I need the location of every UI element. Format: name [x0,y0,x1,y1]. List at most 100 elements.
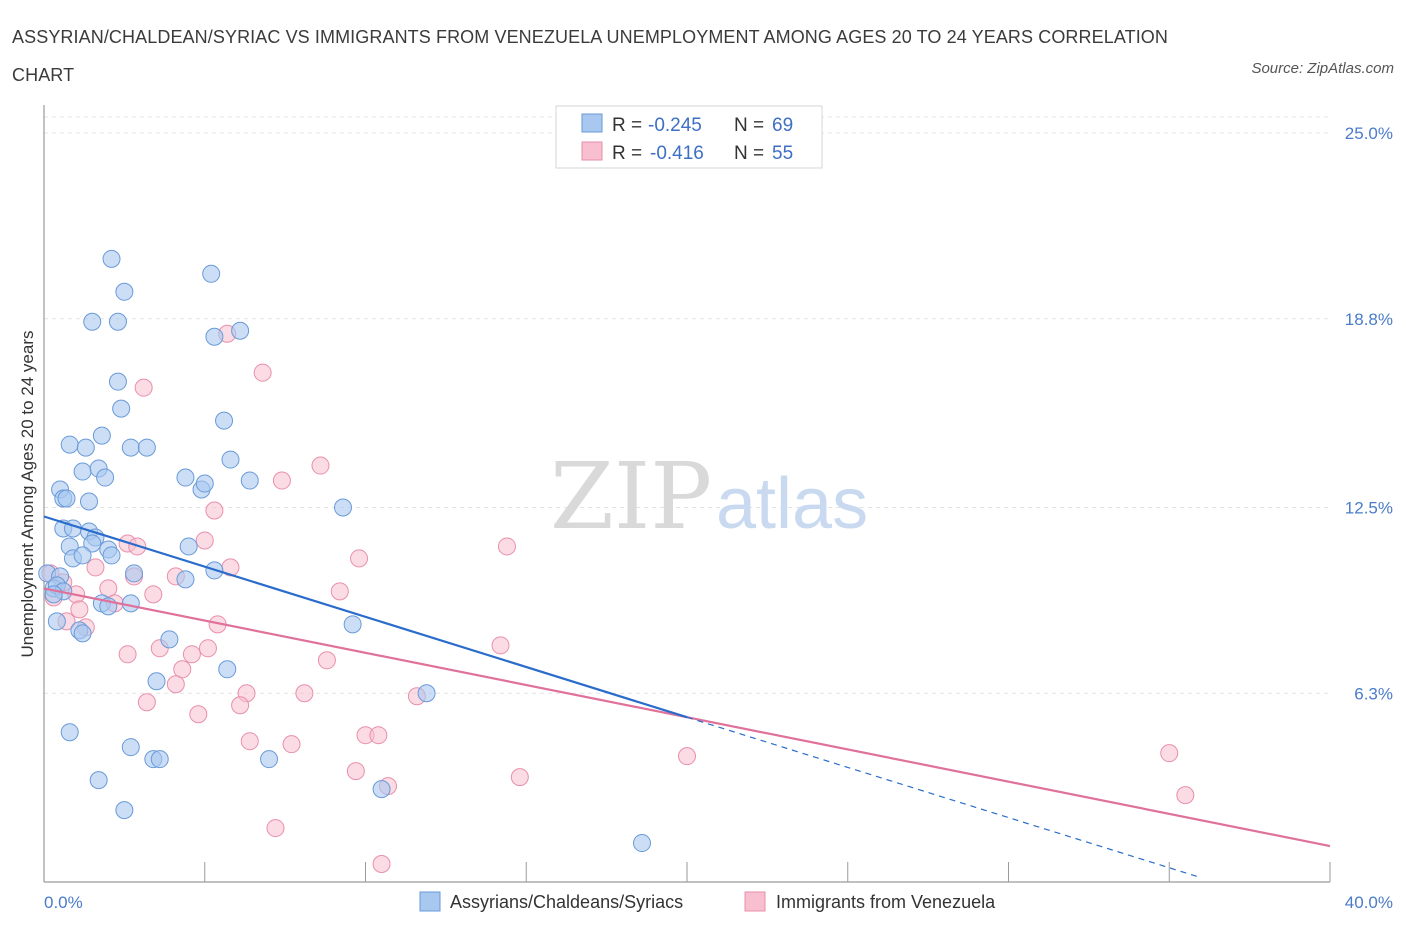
point-venezuela-46 [1160,744,1179,763]
point-assyrian-57 [147,672,166,691]
point-venezuela-52 [372,855,391,874]
point-venezuela-6 [497,537,516,556]
x-tick-label-min: 0.0% [44,893,83,912]
point-venezuela-22 [70,600,89,619]
point-venezuela-17 [99,579,118,598]
point-venezuela-10 [350,549,369,568]
point-venezuela-44 [282,735,301,754]
point-venezuela-39 [189,705,208,724]
point-assyrian-43 [176,570,195,589]
legend-r-label-2: R = [612,143,642,164]
legend-n-value-2: 55 [772,143,793,164]
bottom-legend: Assyrians/Chaldeans/Syriacs Immigrants f… [419,891,996,912]
point-venezuela-1 [253,363,272,382]
point-assyrian-66 [372,780,391,799]
point-venezuela-45 [678,747,696,766]
legend-n-value-1: 69 [772,115,793,136]
point-venezuela-29 [198,639,217,658]
point-assyrian-7 [108,372,127,391]
legend-swatch-blue [581,113,603,133]
y-tick-label-1: 12.5% [1345,499,1393,518]
point-assyrian-59 [60,723,79,742]
point-venezuela-5 [205,501,224,520]
point-assyrian-33 [83,534,102,553]
legend-r-value-1: -0.245 [648,115,702,136]
point-assyrian-0 [102,249,121,268]
point-venezuela-9 [195,531,214,550]
point-assyrian-13 [121,438,140,457]
point-assyrian-55 [160,630,179,649]
point-venezuela-4 [272,471,291,490]
legend-r-label-1: R = [612,115,642,136]
trend-lines [43,515,1331,879]
point-venezuela-36 [295,684,314,703]
series-venezuela-points [41,324,1195,874]
point-assyrian-56 [218,660,237,679]
point-assyrian-25 [57,489,76,508]
point-assyrian-6 [231,321,250,340]
watermark: ZIP atlas [550,443,868,550]
point-venezuela-38 [231,696,250,715]
point-venezuela-31 [182,645,201,664]
bottom-legend-swatch-pink [744,891,766,912]
point-assyrian-42 [125,564,144,583]
point-assyrian-35 [102,546,121,565]
point-venezuela-42 [369,726,388,745]
point-venezuela-51 [266,819,285,838]
point-assyrian-22 [240,471,259,490]
bottom-legend-swatch-blue [419,891,441,912]
point-venezuela-18 [144,585,163,604]
point-assyrian-3 [83,312,102,331]
point-venezuela-27 [491,636,510,655]
point-assyrian-5 [205,327,224,346]
point-assyrian-53 [73,624,92,643]
x-tick-label-max: 40.0% [1345,893,1393,912]
y-tick-label-2: 18.8% [1345,310,1393,329]
point-assyrian-16 [73,462,92,481]
point-assyrian-9 [215,411,234,430]
point-venezuela-34 [166,675,185,694]
bottom-legend-label-2: Immigrants from Venezuela [776,892,996,912]
point-assyrian-64 [89,771,108,790]
point-assyrian-27 [333,498,352,517]
point-venezuela-37 [137,693,156,712]
point-venezuela-11 [86,558,105,577]
point-assyrian-12 [92,426,111,445]
point-venezuela-19 [330,582,349,601]
point-assyrian-1 [202,264,221,283]
point-assyrian-62 [150,750,169,769]
point-assyrian-4 [108,312,127,331]
point-assyrian-21 [195,474,214,493]
y-axis-label: Unemployment Among Ages 20 to 24 years [18,331,37,658]
point-assyrian-14 [137,438,156,457]
point-assyrian-11 [76,438,95,457]
point-assyrian-60 [121,738,140,757]
point-assyrian-58 [417,684,436,703]
point-assyrian-54 [343,615,362,634]
legend-r-value-2: -0.416 [650,143,704,164]
point-assyrian-67 [632,834,651,853]
x-tick-marks [204,862,1331,882]
y-tick-labels: 6.3% 12.5% 18.8% 25.0% [1345,124,1393,703]
series-assyrian-points [38,249,651,853]
watermark-zip: ZIP [550,443,712,550]
x-tick-labels: 0.0% 40.0% [44,893,1393,912]
point-venezuela-32 [317,651,336,670]
watermark-atlas: atlas [716,464,868,544]
point-venezuela-33 [173,660,192,679]
point-assyrian-49 [121,594,140,613]
y-tick-label-0: 6.3% [1354,684,1393,703]
point-assyrian-15 [221,450,240,469]
point-assyrian-38 [73,546,92,565]
point-venezuela-47 [346,762,365,781]
point-assyrian-19 [176,468,195,487]
legend-n-label-1: N = [734,115,764,136]
point-venezuela-48 [510,768,529,787]
y-tick-label-3: 25.0% [1345,124,1393,143]
chart-title: ASSYRIAN/CHALDEAN/SYRIAC VS IMMIGRANTS F… [12,27,1169,85]
point-assyrian-8 [112,399,131,418]
point-venezuela-30 [118,645,137,664]
point-assyrian-51 [47,612,66,631]
legend-swatch-pink [581,141,603,161]
